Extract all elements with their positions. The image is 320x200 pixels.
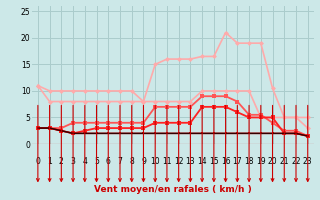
X-axis label: Vent moyen/en rafales ( km/h ): Vent moyen/en rafales ( km/h )	[94, 185, 252, 194]
